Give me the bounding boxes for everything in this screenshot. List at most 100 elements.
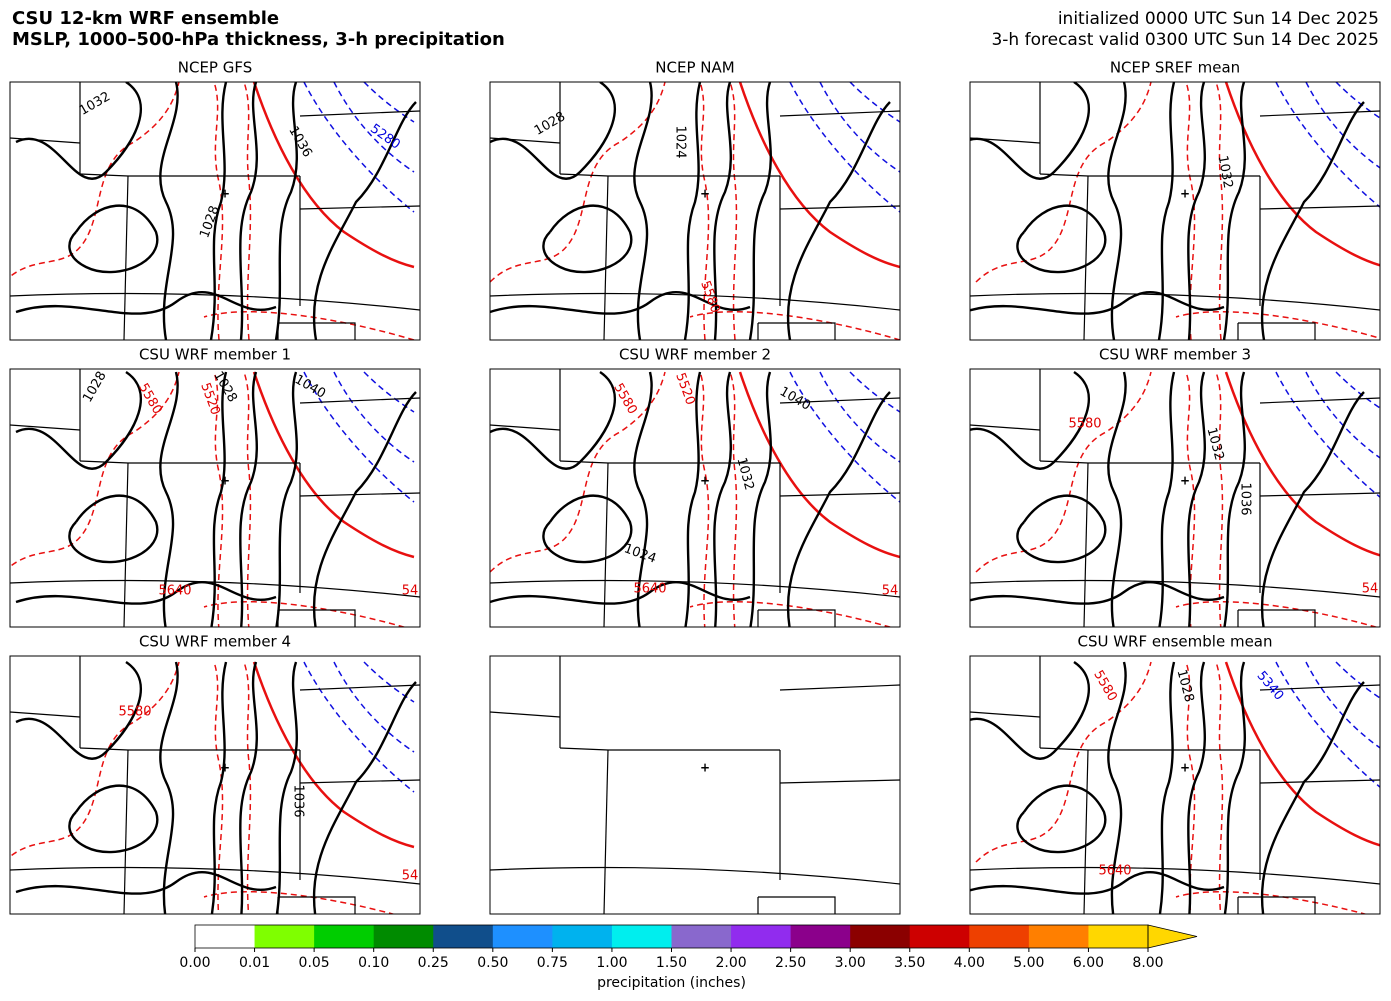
map-panel: +5580 1036 54 [9,655,421,915]
panel-title: NCEP NAM [655,59,734,77]
mslp-contour [786,101,891,340]
contour-label: 1032 [1203,426,1226,462]
mslp-contour [970,581,1225,605]
city-marker: + [700,474,710,488]
city-marker: + [1180,187,1190,201]
contour-label: 1036 [291,784,306,817]
thickness-contour-5400 [738,82,900,269]
colorbar-tick-label: 0.00 [179,955,210,971]
contour-label: 1028 [197,204,222,240]
state-border [123,175,129,340]
mslp-contour [1187,371,1206,627]
info-line: 3-h forecast valid 0300 UTC Sun 14 Dec 2… [991,30,1379,50]
city-marker: + [220,474,230,488]
panel-title: NCEP GFS [178,59,253,77]
thickness-contour [689,601,893,627]
contour-label: 1024 [673,125,688,158]
state-border [10,137,81,144]
thickness-contour [975,371,1152,573]
panel-frame [969,81,1381,341]
colorbar-swatch [433,925,494,948]
panel-title: CSU WRF ensemble mean [1077,633,1272,651]
mslp-contour [748,82,772,340]
mslp-contour [312,391,417,627]
mslp-contour [1107,661,1127,914]
thickness-contour [203,311,415,340]
map-panel: +1028 1024 5580 [489,81,901,341]
thickness-contour [363,82,415,123]
mslp-contour [970,82,1091,180]
thickness-contour [1175,311,1380,340]
state-border [779,205,900,210]
mslp-contour [633,82,653,340]
state-border [79,173,300,177]
state-border [1237,609,1316,627]
thickness-contour-5400 [252,371,415,559]
mslp-contour [1016,204,1107,274]
colorbar-swatch [492,925,553,948]
state-border [10,579,420,598]
colorbar-swatch [1028,925,1089,948]
mslp-contour [542,204,633,274]
contour-label: 5640 [158,584,191,599]
mslp-contour [970,661,1091,760]
map-content: +5580 1032 1036 54 [970,369,1380,627]
mslp-contour [1222,82,1246,340]
map-panel: +1032 [969,81,1381,341]
map-content: +1032 1028 1036 5280 [10,82,420,340]
state-border [1237,322,1316,340]
thickness-contour-5400 [252,82,415,269]
mslp-contour [159,371,179,627]
mslp-contour [1107,82,1127,340]
state-border [277,322,356,340]
colorbar-swatch [671,925,732,948]
mslp-contour [713,371,732,627]
city-marker: + [1180,474,1190,488]
contour-label: 1040 [292,372,328,402]
state-border [757,322,836,340]
thickness-contour [1305,82,1380,169]
panel-frame [9,655,421,915]
colorbar-tick-label: 2.50 [775,955,806,971]
panel-frame [489,655,901,915]
city-marker: + [220,187,230,201]
contour-label: 5580 [118,705,151,720]
thickness-contour-5400 [738,371,900,559]
thickness-contour [975,82,1152,283]
state-border [779,110,900,117]
thickness-contour [1305,661,1380,749]
city-marker: + [700,187,710,201]
mslp-contour [68,204,159,274]
thickness-contour [203,601,407,627]
city-marker: + [220,761,230,775]
thickness-contour [975,661,1152,863]
state-border [277,896,356,914]
city-marker: + [700,761,710,775]
mslp-contour [274,82,298,340]
thickness-contour-5400 [1224,371,1380,557]
thickness-contour [333,661,415,753]
mslp-contour [1187,661,1206,914]
mslp-contour [68,784,159,854]
state-border [277,609,356,627]
mslp-contour [1016,784,1107,854]
thickness-contour-5400 [1224,661,1380,847]
thickness-contour [729,82,738,340]
thickness-contour [789,82,900,213]
mslp-contour [15,661,143,760]
mslp-contour [239,371,258,627]
colorbar-tick-label: 1.00 [596,955,627,971]
mslp-contour [1223,371,1246,627]
state-border [970,579,1380,598]
mslp-contour [1016,494,1107,564]
state-border [299,110,420,117]
state-border [10,424,81,431]
state-border [490,424,561,431]
mslp-contour [633,371,653,627]
panel-frame [489,368,901,628]
thickness-contour-5400 [252,661,415,849]
mslp-contour [1260,681,1365,914]
colorbar-swatch [850,925,911,948]
